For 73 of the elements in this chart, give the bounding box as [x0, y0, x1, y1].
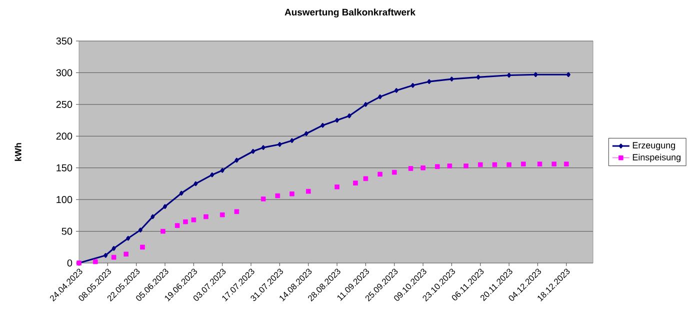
- point: [552, 162, 556, 166]
- point: [112, 246, 116, 251]
- point: [111, 254, 116, 260]
- point: [334, 184, 340, 190]
- point: [160, 228, 166, 234]
- legend-label: Erzeugung: [632, 142, 675, 150]
- point: [450, 76, 454, 82]
- point: [478, 162, 483, 168]
- point: [234, 158, 239, 163]
- point: [378, 94, 382, 100]
- point: [290, 138, 294, 143]
- point: [408, 166, 414, 171]
- y-tick-label: 50: [62, 228, 72, 235]
- point: [138, 228, 142, 232]
- point: [204, 214, 208, 220]
- y-tick-label: 100: [56, 196, 72, 204]
- point: [304, 131, 308, 136]
- y-tick-label: 250: [56, 100, 72, 108]
- point: [427, 79, 432, 84]
- point: [520, 162, 526, 166]
- point: [261, 145, 266, 150]
- point: [392, 170, 397, 175]
- y-tick-label: 150: [56, 164, 72, 172]
- point: [506, 162, 512, 168]
- point: [140, 244, 145, 250]
- point: [92, 259, 98, 264]
- point: [464, 164, 468, 168]
- point: [126, 236, 130, 241]
- point: [347, 113, 352, 118]
- point: [492, 162, 498, 168]
- point: [260, 196, 266, 202]
- point: [335, 118, 340, 123]
- point: [378, 172, 382, 177]
- point: [410, 83, 415, 88]
- legend-label: Einspeisung: [632, 154, 680, 162]
- point: [290, 191, 294, 196]
- point: [434, 164, 440, 169]
- y-tick-label: 0: [67, 259, 72, 267]
- point: [363, 176, 368, 182]
- point: [306, 188, 311, 194]
- point: [564, 162, 569, 166]
- point: [104, 252, 108, 258]
- point: [537, 162, 542, 166]
- point: [179, 190, 184, 196]
- point: [251, 148, 256, 154]
- point: [150, 214, 155, 220]
- y-tick-label: 300: [56, 69, 72, 76]
- point: [507, 72, 512, 78]
- point: [183, 219, 188, 224]
- point: [220, 168, 224, 173]
- point: [394, 88, 398, 93]
- point: [194, 181, 198, 186]
- point: [278, 142, 282, 147]
- point: [566, 72, 570, 78]
- point: [320, 122, 325, 128]
- point: [163, 204, 168, 209]
- point: [124, 252, 128, 257]
- point: [364, 102, 368, 107]
- point: [210, 172, 214, 178]
- y-tick-label: 350: [56, 37, 72, 45]
- chart-title: Auswertung Balkonkraftwerk: [284, 8, 416, 18]
- point: [275, 193, 280, 198]
- point: [220, 212, 225, 218]
- point: [476, 74, 480, 80]
- point: [353, 180, 358, 186]
- point: [174, 223, 180, 228]
- y-tick-label: 200: [56, 132, 72, 140]
- y-axis-title: kWh: [14, 143, 22, 161]
- point: [534, 72, 538, 78]
- point: [447, 164, 452, 168]
- point: [191, 217, 196, 222]
- point: [420, 165, 426, 170]
- point: [234, 209, 240, 214]
